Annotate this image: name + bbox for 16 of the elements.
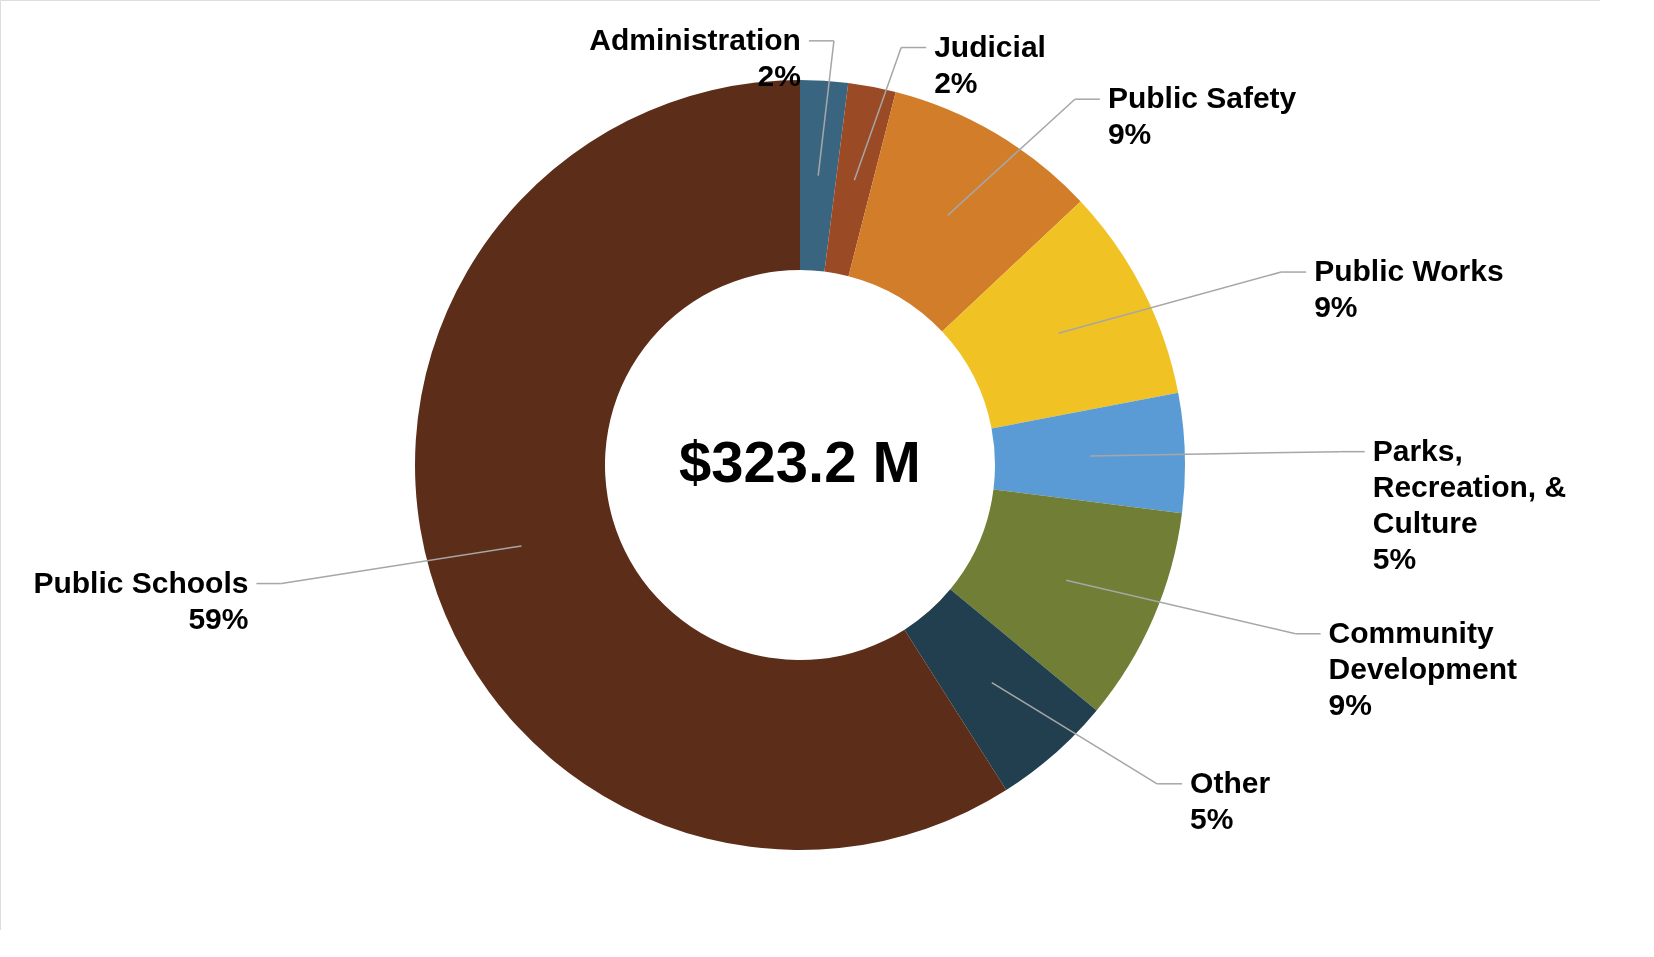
data-label: 9%: [1328, 687, 1372, 721]
data-label: 9%: [1107, 117, 1152, 151]
slice-label: Other: [1190, 765, 1271, 799]
slice-label: Public Schools: [33, 565, 249, 599]
slice-label: Public Works: [1314, 254, 1504, 288]
data-label: 2%: [934, 65, 978, 99]
data-label: 5%: [1190, 801, 1234, 835]
slice-label: Community Development: [1328, 615, 1517, 685]
slice-label: Administration: [589, 22, 801, 56]
data-label: 5%: [1372, 541, 1417, 575]
slice-label: Public Safety: [1107, 81, 1297, 115]
slice-label: Judicial: [934, 29, 1046, 63]
data-label: 9%: [1314, 290, 1358, 324]
text: $323.2 M: [679, 429, 921, 494]
data-label: 59%: [188, 601, 249, 635]
slice-label: Parks, Recreation, & Culture: [1372, 433, 1567, 539]
